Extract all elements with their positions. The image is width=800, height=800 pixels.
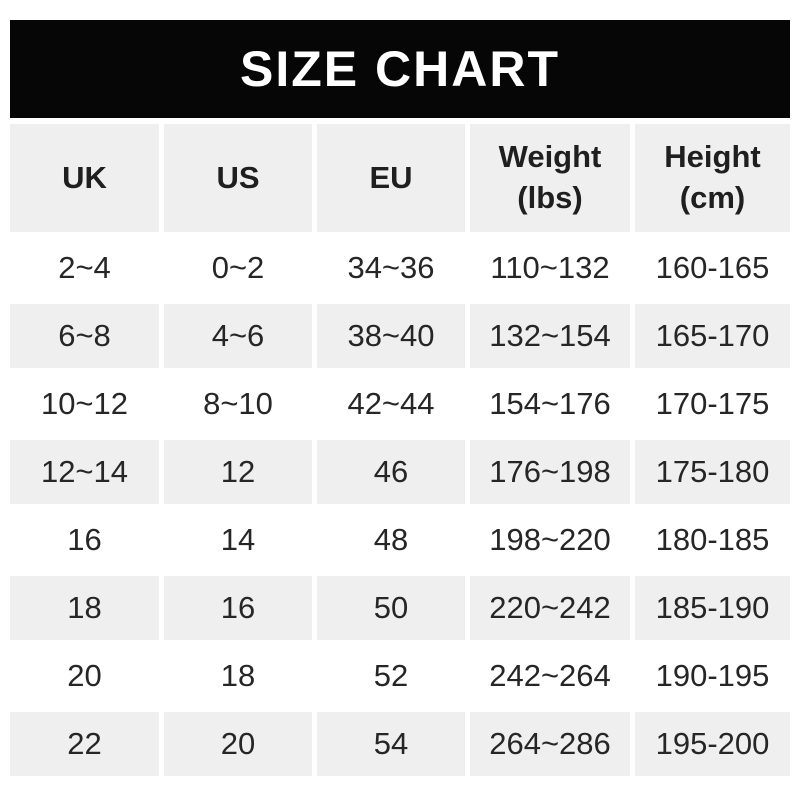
table-cell-height: 170-175 (635, 372, 790, 436)
table-cell-eu: 38~40 (317, 304, 465, 368)
column-header-weight: Weight (lbs) (470, 124, 630, 232)
table-cell-weight: 132~154 (470, 304, 630, 368)
table-cell-height: 185-190 (635, 576, 790, 640)
table-cell-uk: 2~4 (10, 236, 159, 300)
table-cell-us: 14 (164, 508, 312, 572)
table-cell-height: 180-185 (635, 508, 790, 572)
table-cell-uk: 22 (10, 712, 159, 776)
table-cell-eu: 34~36 (317, 236, 465, 300)
table-cell-eu: 52 (317, 644, 465, 708)
column-header-us: US (164, 124, 312, 232)
table-cell-uk: 10~12 (10, 372, 159, 436)
table-cell-weight: 242~264 (470, 644, 630, 708)
table-cell-uk: 16 (10, 508, 159, 572)
table-cell-us: 4~6 (164, 304, 312, 368)
table-cell-uk: 6~8 (10, 304, 159, 368)
table-cell-us: 18 (164, 644, 312, 708)
column-header-label: EU (369, 159, 413, 195)
size-table: UK US EU Weight (lbs) Height (cm) 2~4 0~… (10, 124, 790, 776)
table-cell-uk: 20 (10, 644, 159, 708)
column-header-label: UK (62, 159, 107, 195)
table-cell-eu: 50 (317, 576, 465, 640)
table-cell-height: 165-170 (635, 304, 790, 368)
size-chart-banner: SIZE CHART (10, 20, 790, 118)
page-title: SIZE CHART (240, 41, 560, 97)
table-cell-weight: 110~132 (470, 236, 630, 300)
column-header-label-line2: (lbs) (517, 180, 583, 215)
table-cell-us: 12 (164, 440, 312, 504)
table-cell-weight: 176~198 (470, 440, 630, 504)
table-cell-uk: 12~14 (10, 440, 159, 504)
table-cell-eu: 42~44 (317, 372, 465, 436)
table-cell-eu: 46 (317, 440, 465, 504)
table-cell-height: 195-200 (635, 712, 790, 776)
column-header-label-line2: (cm) (679, 180, 746, 215)
column-header-label: US (216, 159, 260, 195)
column-header-uk: UK (10, 124, 159, 232)
table-cell-height: 190-195 (635, 644, 790, 708)
table-cell-us: 0~2 (164, 236, 312, 300)
table-cell-us: 8~10 (164, 372, 312, 436)
table-cell-height: 175-180 (635, 440, 790, 504)
table-cell-eu: 54 (317, 712, 465, 776)
table-cell-weight: 154~176 (470, 372, 630, 436)
table-cell-uk: 18 (10, 576, 159, 640)
table-cell-weight: 198~220 (470, 508, 630, 572)
column-header-label-line1: Weight (498, 139, 602, 175)
column-header-eu: EU (317, 124, 465, 232)
column-header-label-line1: Height (664, 139, 761, 175)
column-header-height: Height (cm) (635, 124, 790, 232)
table-cell-weight: 264~286 (470, 712, 630, 776)
table-cell-eu: 48 (317, 508, 465, 572)
table-cell-us: 20 (164, 712, 312, 776)
table-cell-height: 160-165 (635, 236, 790, 300)
table-cell-us: 16 (164, 576, 312, 640)
table-cell-weight: 220~242 (470, 576, 630, 640)
